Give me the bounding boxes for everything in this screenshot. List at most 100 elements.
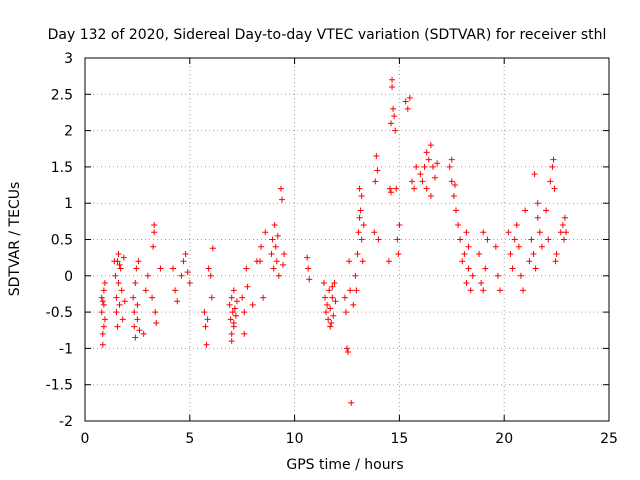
data-point xyxy=(243,265,250,272)
data-point xyxy=(151,221,158,228)
data-point xyxy=(273,258,280,265)
data-point xyxy=(417,171,424,178)
data-point xyxy=(208,294,215,301)
data-point xyxy=(132,280,139,287)
data-point xyxy=(281,251,288,258)
data-point xyxy=(99,298,106,305)
data-point xyxy=(341,294,348,301)
data-point xyxy=(182,251,189,258)
data-point xyxy=(408,178,415,185)
data-point xyxy=(448,178,455,185)
data-point xyxy=(526,258,533,265)
data-point xyxy=(463,280,470,287)
data-point xyxy=(517,272,524,279)
data-point xyxy=(115,251,122,258)
data-point xyxy=(227,316,234,323)
data-point xyxy=(327,323,334,330)
data-point xyxy=(344,345,350,352)
data-point xyxy=(358,192,365,199)
y-tick-label: 0.5 xyxy=(51,233,73,249)
y-tick-label: -1 xyxy=(59,341,73,357)
data-point xyxy=(480,229,487,236)
data-point xyxy=(241,330,248,337)
data-point xyxy=(330,312,337,319)
data-point xyxy=(388,120,395,127)
data-point xyxy=(492,243,499,250)
data-point xyxy=(280,261,287,268)
data-point xyxy=(505,229,512,236)
data-point xyxy=(150,243,157,250)
data-point xyxy=(385,258,392,265)
data-point xyxy=(373,153,380,160)
data-point xyxy=(121,298,128,305)
data-point xyxy=(134,316,141,323)
data-point xyxy=(388,189,395,196)
data-point xyxy=(389,76,396,83)
data-point xyxy=(116,301,123,308)
data-point xyxy=(450,192,457,199)
data-point xyxy=(116,261,123,268)
data-point xyxy=(396,221,403,228)
data-point xyxy=(423,149,430,156)
data-point xyxy=(434,160,441,167)
data-point xyxy=(559,221,566,228)
data-point xyxy=(550,156,557,163)
data-point xyxy=(557,229,564,236)
data-point xyxy=(494,272,501,279)
data-point xyxy=(332,298,339,305)
data-point xyxy=(532,265,539,272)
x-tick-label: 25 xyxy=(600,431,618,447)
data-point xyxy=(99,330,106,337)
data-point xyxy=(511,236,518,243)
data-point xyxy=(389,84,396,91)
data-point xyxy=(451,182,458,189)
data-point xyxy=(394,236,401,243)
data-point xyxy=(272,243,279,250)
y-axis-label: SDTVAR / TECUs xyxy=(7,182,23,297)
data-point xyxy=(100,301,107,308)
data-point xyxy=(538,243,545,250)
data-point xyxy=(100,287,107,294)
y-tick-label: -1.5 xyxy=(46,378,73,394)
data-point xyxy=(457,236,464,243)
data-point xyxy=(152,309,159,316)
x-tick-label: 10 xyxy=(286,431,304,447)
data-point xyxy=(230,319,237,326)
data-point xyxy=(201,309,208,316)
data-point xyxy=(427,192,434,199)
data-point xyxy=(427,142,434,149)
data-point xyxy=(320,280,327,287)
data-point xyxy=(231,305,238,312)
data-point xyxy=(348,399,355,406)
data-point xyxy=(230,287,237,294)
data-point xyxy=(118,287,125,294)
data-point xyxy=(432,174,439,181)
data-point xyxy=(331,280,338,287)
data-point xyxy=(459,258,466,265)
data-point xyxy=(461,251,468,258)
data-point xyxy=(356,185,363,192)
data-point xyxy=(324,301,331,308)
data-point xyxy=(513,221,520,228)
data-point xyxy=(258,243,265,250)
data-point xyxy=(326,287,333,294)
data-point xyxy=(549,163,556,170)
data-point xyxy=(429,163,436,170)
data-point xyxy=(131,323,138,330)
data-point xyxy=(228,294,235,301)
data-point xyxy=(98,309,105,316)
data-point xyxy=(202,323,209,330)
y-tick-label: -2 xyxy=(59,414,73,430)
data-point xyxy=(357,207,364,214)
data-point xyxy=(561,214,568,221)
data-point xyxy=(507,251,514,258)
data-point xyxy=(374,167,381,174)
data-point xyxy=(476,251,483,258)
data-point xyxy=(277,185,284,192)
data-point xyxy=(257,258,264,265)
data-point xyxy=(528,236,535,243)
data-point xyxy=(209,245,216,252)
data-point xyxy=(157,265,164,272)
y-tick-label: 3 xyxy=(64,51,73,67)
data-point xyxy=(329,283,336,290)
